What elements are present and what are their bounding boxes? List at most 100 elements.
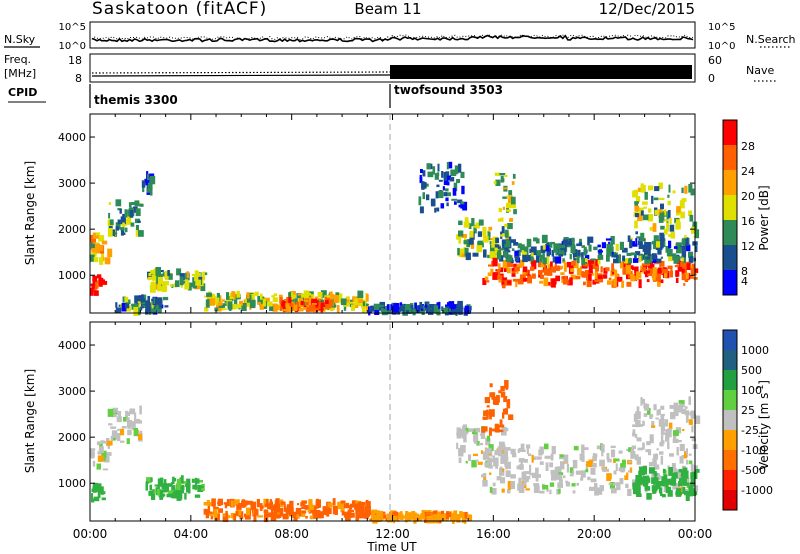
power-cell — [464, 305, 469, 314]
power-cell — [550, 266, 556, 273]
power-cell — [306, 306, 311, 313]
power-cell — [149, 175, 156, 185]
velocity-cell — [176, 478, 182, 485]
velocity-cell — [596, 445, 603, 450]
power-cell — [184, 283, 190, 290]
power-cell — [622, 247, 628, 253]
velocity-cell — [594, 485, 597, 489]
power-cell — [191, 282, 196, 287]
velocity-cell — [473, 453, 478, 457]
power-cell — [573, 260, 579, 269]
velocity-cells — [90, 380, 701, 524]
velocity-cell — [430, 515, 434, 522]
nave-tick-bottom: 0 — [708, 72, 715, 85]
power-colorbar-tick: 28 — [741, 140, 755, 153]
velocity-cell — [253, 513, 257, 522]
velocity-cell — [267, 512, 273, 518]
power-cell — [587, 236, 590, 246]
power-cell — [464, 247, 469, 257]
power-cell — [127, 216, 132, 225]
power-cell — [653, 197, 659, 201]
velocity-colorbar-swatch — [723, 430, 737, 450]
velocity-cell — [313, 510, 319, 517]
power-cell — [442, 186, 445, 191]
power-cell — [657, 267, 662, 274]
power-cell — [542, 257, 549, 265]
power-cell — [304, 299, 309, 302]
power-cell — [460, 201, 465, 205]
power-colorbar-label: Power [dB] — [757, 185, 771, 250]
power-cell — [588, 264, 593, 274]
power-cell — [130, 222, 135, 227]
velocity-cell — [652, 489, 656, 494]
power-cell — [478, 219, 484, 226]
velocity-cell — [692, 483, 695, 487]
velocity-cell — [480, 450, 483, 454]
power-cell — [468, 223, 472, 229]
velocity-cell — [486, 411, 489, 420]
velocity-cell — [433, 514, 436, 520]
velocity-cell — [510, 481, 515, 490]
power-cell — [503, 251, 508, 258]
velocity-cell — [217, 498, 223, 506]
power-cell — [510, 204, 516, 209]
velocity-cell — [558, 472, 564, 476]
power-cell — [361, 305, 366, 314]
power-cell — [635, 238, 638, 247]
velocity-cell — [334, 506, 338, 512]
noise-panel: N.Sky 10^5 10^0 10^5 10^0 N.Search — [4, 21, 796, 52]
power-cell — [622, 266, 628, 275]
power-cell — [119, 208, 122, 214]
power-cell — [541, 254, 545, 260]
power-cell — [533, 237, 538, 242]
power-cell — [122, 213, 127, 217]
power-cell — [616, 255, 619, 259]
velocity-cell — [450, 518, 453, 521]
noise-sky-label: N.Sky — [4, 33, 36, 46]
power-cell — [675, 242, 682, 250]
power-cell — [541, 261, 545, 265]
power-cell — [605, 267, 610, 272]
velocity-cell — [100, 486, 104, 495]
velocity-cell — [275, 498, 280, 506]
velocity-cell — [678, 403, 685, 408]
velocity-cell — [633, 487, 638, 495]
power-cell — [142, 183, 145, 193]
power-cell — [680, 211, 685, 219]
power-cell — [648, 208, 652, 213]
velocity-cell — [535, 467, 539, 474]
velocity-cell — [501, 426, 507, 436]
power-cell — [448, 301, 455, 310]
velocity-cell — [546, 488, 549, 492]
power-cell — [216, 292, 220, 302]
power-cell — [530, 266, 535, 271]
velocity-cell — [346, 511, 352, 518]
velocity-cell — [693, 465, 698, 472]
velocity-cell — [690, 463, 694, 472]
power-cell — [98, 277, 101, 285]
velocity-cell — [483, 473, 487, 483]
velocity-cell — [463, 435, 467, 443]
power-cell — [569, 253, 572, 260]
power-cell — [445, 304, 448, 307]
power-cell — [91, 283, 96, 292]
power-cell — [645, 242, 652, 250]
velocity-cell — [525, 488, 530, 491]
velocity-cell — [675, 408, 679, 417]
velocity-cell — [651, 421, 655, 428]
power-cell — [294, 298, 298, 304]
power-cell — [576, 256, 579, 261]
power-cell — [624, 258, 629, 264]
power-cell — [156, 301, 160, 309]
power-cell — [458, 235, 462, 244]
power-cell — [115, 222, 121, 230]
power-cell — [664, 269, 668, 278]
power-cell — [562, 260, 566, 264]
velocity-cell — [477, 461, 483, 465]
power-cell — [447, 302, 450, 310]
power-cell — [683, 250, 686, 258]
power-cell — [567, 241, 573, 246]
velocity-cell — [533, 483, 540, 486]
power-cell — [121, 303, 127, 312]
velocity-cell — [682, 429, 685, 432]
